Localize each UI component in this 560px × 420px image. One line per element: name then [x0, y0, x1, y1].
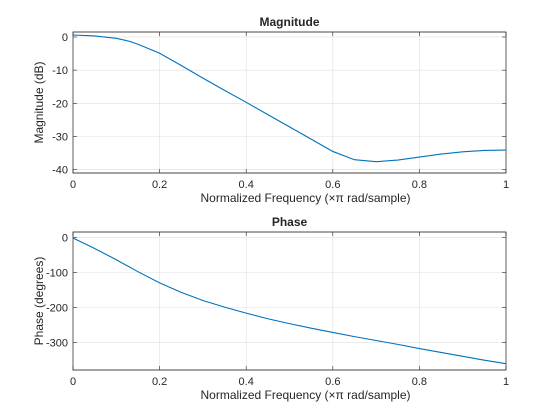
phase-x-tick-label: 0.8: [412, 376, 427, 388]
magnitude-title: Magnitude: [260, 15, 320, 29]
phase-axes-frame: [72, 231, 507, 371]
phase-y-axis-label: Phase (degrees): [32, 257, 46, 346]
magnitude-y-axis-label: Magnitude (dB): [32, 61, 46, 143]
magnitude-x-tick-label: 0.8: [412, 179, 427, 191]
magnitude-axes-background: [72, 31, 507, 174]
phase-x-tick-label: 0: [70, 376, 76, 388]
magnitude-axes-frame: [72, 31, 507, 174]
magnitude-x-tick-label: 0.4: [239, 179, 254, 191]
phase-plot: 0 0.2 0.4 0.6 0.8 1 0 -100 -200 -300 Phase Normaliz…: [32, 215, 509, 402]
phase-y-tick-label: -300: [46, 338, 68, 350]
phase-x-tick-label: 0.6: [325, 376, 340, 388]
magnitude-x-tick-label: 0: [70, 179, 76, 191]
phase-y-tick-label: 0: [62, 232, 68, 244]
magnitude-y-tick-label: -30: [52, 132, 68, 144]
magnitude-y-tick-label: 0: [62, 32, 68, 44]
magnitude-series-line: [72, 34, 507, 163]
magnitude-x-tick-label: 1: [503, 179, 509, 191]
magnitude-x-axis-label: Normalized Frequency (×π rad/sample): [200, 191, 410, 205]
phase-x-tick-label: 0.2: [152, 376, 167, 388]
magnitude-x-tick-label: 0.2: [152, 179, 167, 191]
magnitude-plot: 0 0.2 0.4 0.6 0.8 1 0 -10 -20 -30 -40 Magnitude Norm…: [32, 15, 509, 205]
phase-series-line: [72, 237, 507, 365]
phase-y-tick-label: -100: [46, 267, 68, 279]
magnitude-y-tick-label: -10: [52, 65, 68, 77]
phase-title: Phase: [272, 215, 308, 229]
phase-x-tick-label: 1: [503, 376, 509, 388]
phase-axes-background: [72, 231, 507, 371]
magnitude-y-tick-label: -20: [52, 98, 68, 110]
phase-x-axis-label: Normalized Frequency (×π rad/sample): [200, 388, 410, 402]
magnitude-y-tick-label: -40: [52, 165, 68, 177]
magnitude-x-tick-label: 0.6: [325, 179, 340, 191]
phase-y-tick-label: -200: [46, 302, 68, 314]
phase-x-tick-label: 0.4: [239, 376, 254, 388]
